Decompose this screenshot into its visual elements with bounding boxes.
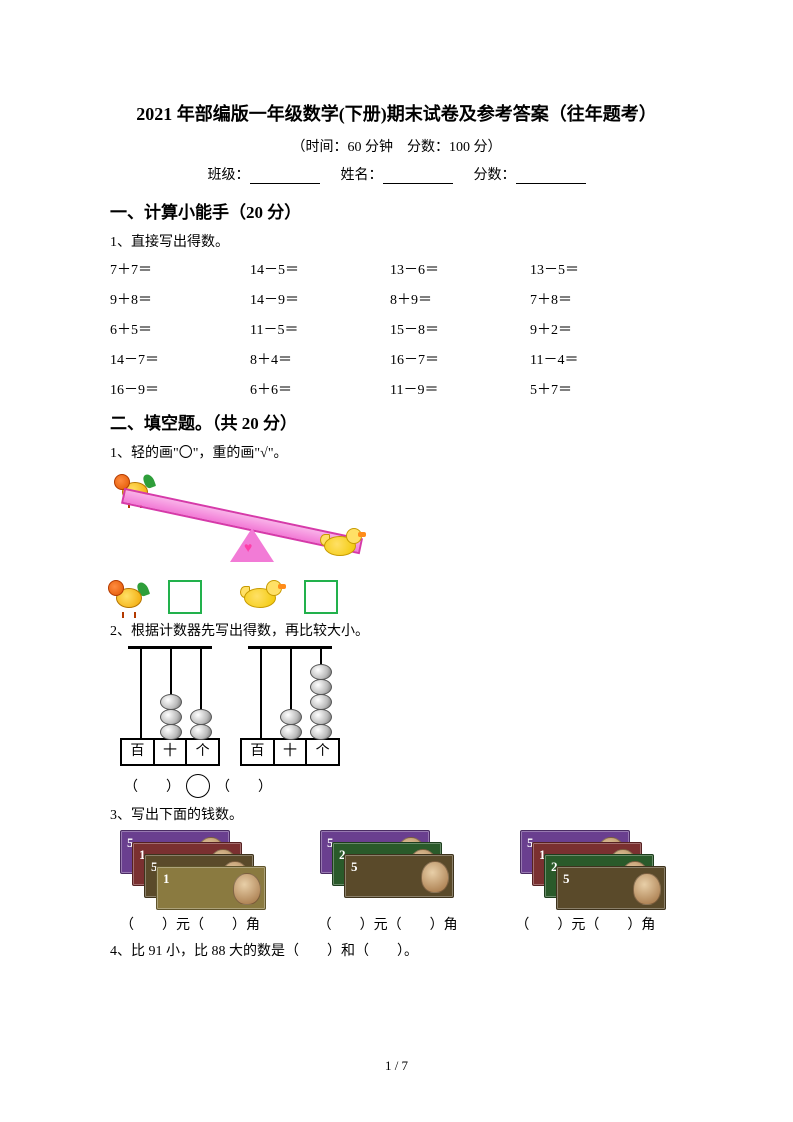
calc-problem: 8＋9＝ [390, 289, 530, 309]
time-label: （时间：60 分钟 [292, 140, 394, 155]
abacus-row: 百 十 个 百 十 个 [120, 646, 683, 766]
compare-right-blank[interactable]: （ ） [216, 776, 272, 796]
abacus-bead [280, 724, 302, 740]
score-blank[interactable] [516, 169, 586, 184]
abacus-1: 百 十 个 [120, 646, 220, 766]
section-2-q3: 3、写出下面的钱数。 [110, 804, 683, 824]
abacus-label-shi: 十 [275, 740, 308, 764]
calc-problem: 16－7＝ [390, 349, 530, 369]
calc-problem: 8＋4＝ [250, 349, 390, 369]
banknote: 1 [156, 866, 266, 910]
calc-problem: 9＋8＝ [110, 289, 250, 309]
calc-problem: 9＋2＝ [530, 319, 670, 339]
calc-problem: 7＋8＝ [530, 289, 670, 309]
money-labels: （ ）元（ ）角 （ ）元（ ）角 （ ）元（ ）角 [120, 914, 683, 934]
abacus-bead [310, 664, 332, 680]
calc-problem: 11－4＝ [530, 349, 670, 369]
answer-box-duck[interactable] [304, 580, 338, 614]
money-stack: 525 [320, 830, 470, 910]
calc-problem: 11－5＝ [250, 319, 390, 339]
compare-left-blank[interactable]: （ ） [124, 776, 180, 796]
duck-icon [320, 528, 360, 558]
seesaw-figure: ♥ [110, 468, 370, 578]
abacus-bead [190, 724, 212, 740]
section-2-q4: 4、比 91 小，比 88 大的数是（ ）和（ ）。 [110, 940, 683, 960]
abacus-label-bai: 百 [242, 740, 275, 764]
student-info: 班级： 姓名： 分数： [110, 164, 683, 184]
calc-problem: 11－9＝ [390, 379, 530, 399]
banknote: 5 [344, 854, 454, 898]
abacus-bead [280, 709, 302, 725]
abacus-bead [190, 709, 212, 725]
abacus-bead [310, 694, 332, 710]
abacus-bead [310, 724, 332, 740]
calc-problem: 13－5＝ [530, 259, 670, 279]
abacus-label-shi: 十 [155, 740, 188, 764]
compare-row: （ ） （ ） [124, 774, 683, 798]
abacus-label-ge: 个 [307, 740, 338, 764]
seesaw-answer-row [110, 580, 683, 614]
money-row: 5151 525 5125 [120, 830, 683, 910]
calc-problem: 5＋7＝ [530, 379, 670, 399]
abacus-label-ge: 个 [187, 740, 218, 764]
abacus-bead [310, 709, 332, 725]
abacus-bead [160, 709, 182, 725]
class-label: 班级： [208, 168, 250, 183]
section-1-q1: 1、直接写出得数。 [110, 231, 683, 251]
heart-icon: ♥ [244, 541, 252, 557]
abacus-bead [160, 724, 182, 740]
name-label: 姓名： [341, 168, 383, 183]
answer-box-rooster[interactable] [168, 580, 202, 614]
calc-problem: 14－7＝ [110, 349, 250, 369]
money-label-2[interactable]: （ ）元（ ）角 [318, 914, 486, 934]
calc-problem: 15－8＝ [390, 319, 530, 339]
abacus-bead [310, 679, 332, 695]
abacus-label-bai: 百 [122, 740, 155, 764]
calc-problem: 6＋5＝ [110, 319, 250, 339]
page-footer: 1 / 7 [0, 1058, 793, 1074]
exam-subtitle: （时间：60 分钟 分数：100 分） [110, 136, 683, 156]
abacus-bead [160, 694, 182, 710]
class-blank[interactable] [250, 169, 320, 184]
banknote: 5 [556, 866, 666, 910]
section-2-heading: 二、填空题。（共 20 分） [110, 409, 683, 434]
section-2-q1: 1、轻的画"〇"，重的画"√"。 [110, 442, 683, 462]
name-blank[interactable] [383, 169, 453, 184]
score-max-label: 分数：100 分） [407, 140, 502, 155]
section-1-heading: 一、计算小能手（20 分） [110, 198, 683, 223]
calc-grid: 7＋7＝14－5＝13－6＝13－5＝ 9＋8＝14－9＝8＋9＝7＋8＝ 6＋5＝… [110, 259, 683, 399]
compare-circle[interactable] [186, 774, 210, 798]
calc-problem: 7＋7＝ [110, 259, 250, 279]
page: 2021 年部编版一年级数学(下册)期末试卷及参考答案（往年题考） （时间：60… [0, 0, 793, 960]
calc-problem: 16－9＝ [110, 379, 250, 399]
abacus-2: 百 十 个 [240, 646, 340, 766]
money-stack: 5125 [520, 830, 670, 910]
rooster-icon-small [110, 580, 150, 614]
money-stack: 5151 [120, 830, 270, 910]
exam-title: 2021 年部编版一年级数学(下册)期末试卷及参考答案（往年题考） [110, 100, 683, 126]
calc-problem: 13－6＝ [390, 259, 530, 279]
money-label-3[interactable]: （ ）元（ ）角 [515, 914, 683, 934]
section-2-q2: 2、根据计数器先写出得数，再比较大小。 [110, 620, 683, 640]
calc-problem: 14－5＝ [250, 259, 390, 279]
score-label: 分数： [474, 168, 516, 183]
duck-icon-small [240, 580, 286, 614]
calc-problem: 6＋6＝ [250, 379, 390, 399]
calc-problem: 14－9＝ [250, 289, 390, 309]
money-label-1[interactable]: （ ）元（ ）角 [120, 914, 288, 934]
